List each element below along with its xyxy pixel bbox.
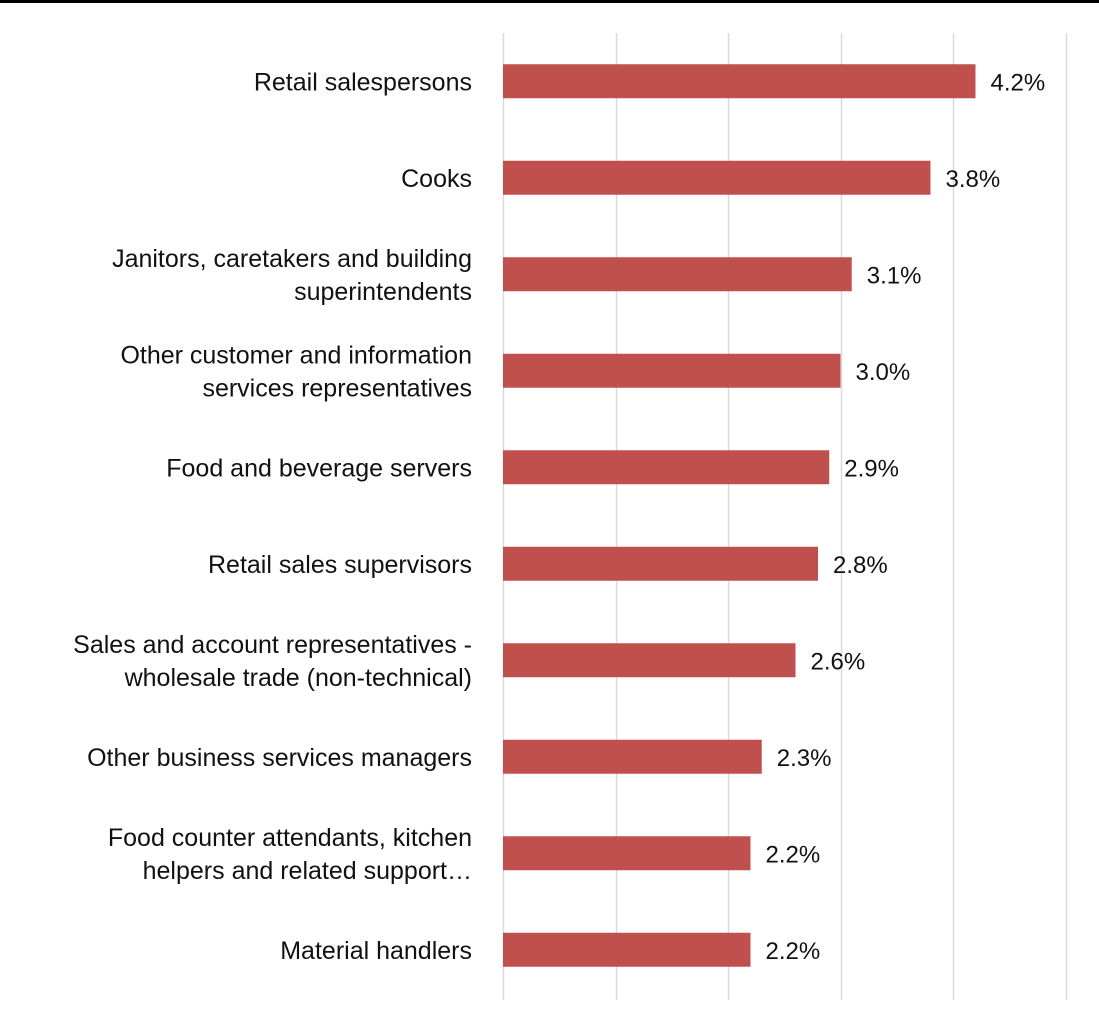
category-label-line: Other business services managers [87, 744, 472, 772]
bar-3 [503, 353, 841, 388]
category-label-5: Retail sales supervisors [208, 551, 472, 579]
category-label-line: Janitors, caretakers and building [112, 245, 472, 273]
category-label-2: Janitors, caretakers and building superin… [112, 245, 472, 306]
bar-4 [503, 450, 830, 485]
category-label-line: Food and beverage servers [166, 454, 472, 482]
bar-5 [503, 546, 818, 581]
bar-6 [503, 643, 796, 678]
bar-0 [503, 64, 976, 99]
category-label-8: Food counter attendants, kitchen helpers … [108, 824, 472, 885]
data-label-1: 3.8% [946, 166, 1001, 193]
bar-8 [503, 836, 751, 871]
data-label-8: 2.2% [766, 841, 821, 868]
category-label-line: Retail salespersons [254, 68, 472, 96]
category-label-line: Cooks [401, 165, 472, 193]
bar-1 [503, 160, 931, 195]
category-label-6: Sales and account representatives - whole… [73, 631, 472, 692]
category-label-line: Material handlers [280, 937, 472, 965]
data-label-4: 2.9% [844, 455, 899, 482]
data-label-0: 4.2% [991, 69, 1046, 96]
category-label-0: Retail salespersons [254, 68, 472, 96]
category-label-line: services representatives [202, 374, 472, 402]
data-labels: 4.2% 3.8% 3.1% 3.0% 2.9% 2.8% 2.6% 2.3% 2.2% 2.2% [766, 69, 1046, 965]
data-label-5: 2.8% [833, 552, 888, 579]
bar-9 [503, 932, 751, 967]
category-label-9: Material handlers [280, 937, 472, 965]
category-labels: Retail salespersons Cooks Janitors, careta… [73, 68, 472, 965]
category-label-line: Retail sales supervisors [208, 551, 472, 579]
data-label-3: 3.0% [856, 359, 911, 386]
category-label-1: Cooks [401, 165, 472, 193]
category-label-line: superintendents [294, 278, 472, 306]
bars [503, 64, 976, 967]
category-label-4: Food and beverage servers [166, 454, 472, 482]
category-label-line: wholesale trade (non-technical) [124, 664, 472, 692]
category-label-3: Other customer and information services r… [120, 341, 472, 402]
data-label-2: 3.1% [867, 262, 922, 289]
category-label-7: Other business services managers [87, 744, 472, 772]
bar-2 [503, 257, 852, 292]
category-label-line: helpers and related support… [143, 857, 472, 885]
category-label-line: Other customer and information [120, 341, 472, 369]
data-label-6: 2.6% [811, 648, 866, 675]
bar-7 [503, 739, 762, 774]
data-label-9: 2.2% [766, 938, 821, 965]
data-label-7: 2.3% [777, 745, 832, 772]
top-border [0, 0, 1099, 3]
category-label-line: Food counter attendants, kitchen [108, 824, 472, 852]
category-label-line: Sales and account representatives - [73, 631, 472, 659]
